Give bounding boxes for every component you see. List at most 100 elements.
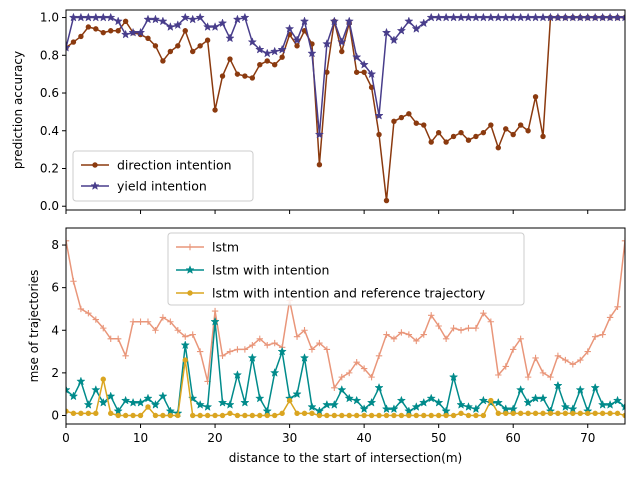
data-point-lstm (390, 335, 398, 342)
data-point-lstm-with-intention-and-reference-trajectory (294, 410, 300, 417)
data-point-lstm-with-intention (83, 399, 94, 409)
data-point-direction-intention (70, 39, 77, 45)
data-point-yield-intention (314, 129, 325, 139)
data-point-lstm-with-intention-and-reference-trajectory (488, 397, 494, 404)
legend-item-lstm-with-intention-and-reference-trajectory: lstm with intention and reference trajec… (176, 286, 486, 301)
accuracy-y-axis-label: prediction accuracy (11, 51, 25, 169)
x-tick-label: 60 (506, 431, 521, 445)
data-point-direction-intention (227, 56, 233, 62)
data-point-lstm (66, 237, 70, 244)
data-point-lstm (398, 329, 405, 336)
data-point-lstm-with-intention (307, 402, 317, 411)
y-tick-label: 0.0 (40, 199, 59, 213)
x-tick-label: 20 (207, 431, 222, 445)
data-point-lstm (241, 346, 249, 353)
data-point-lstm-with-intention-and-reference-trajectory (324, 412, 330, 419)
data-point-direction-intention (495, 145, 501, 151)
data-point-direction-intention (294, 43, 300, 49)
data-point-lstm-with-intention (448, 372, 459, 382)
data-point-lstm (122, 352, 129, 360)
legend-marker (92, 162, 98, 168)
data-point-lstm-with-intention-and-reference-trajectory (450, 412, 457, 419)
series-line-lstm-with-intention (66, 320, 625, 415)
data-point-lstm-with-intention-and-reference-trajectory (219, 412, 226, 419)
data-point-lstm (144, 318, 152, 325)
series-yield-intention (66, 12, 625, 139)
data-point-lstm-with-intention (433, 397, 444, 407)
data-point-lstm (539, 369, 547, 377)
data-point-direction-intention (242, 73, 248, 79)
data-point-direction-intention (249, 75, 256, 81)
data-point-lstm-with-intention (329, 399, 339, 409)
data-point-lstm-with-intention (202, 402, 213, 411)
data-point-lstm (413, 337, 420, 345)
data-point-direction-intention (100, 29, 106, 36)
data-point-direction-intention (160, 58, 166, 64)
legend-marker (90, 181, 100, 190)
data-point-lstm (107, 335, 114, 342)
data-point-lstm (375, 352, 383, 360)
data-point-lstm-with-intention (478, 395, 489, 405)
data-point-lstm (77, 305, 85, 313)
data-point-direction-intention (234, 71, 241, 77)
data-point-direction-intention (406, 111, 412, 117)
data-point-lstm (368, 373, 375, 381)
data-point-lstm-with-intention (553, 380, 563, 390)
data-point-lstm-with-intention-and-reference-trajectory (413, 412, 420, 419)
y-tick-label: 0 (51, 408, 59, 422)
accuracy-panel: 0.0 0.2 0.4 0.6 0.8 1.0 prediction accuracy d… (11, 9, 626, 214)
data-point-yield-intention (180, 12, 190, 22)
data-point-lstm (614, 303, 621, 311)
data-point-lstm-with-intention-and-reference-trajectory (480, 412, 487, 419)
data-point-lstm-with-intention-and-reference-trajectory (130, 412, 136, 419)
data-point-lstm (92, 316, 100, 323)
data-point-direction-intention (421, 122, 427, 128)
data-point-yield-intention (389, 35, 399, 45)
data-point-lstm (435, 322, 442, 330)
data-point-direction-intention (480, 129, 487, 136)
data-point-lstm (249, 341, 256, 349)
data-point-lstm-with-intention (195, 399, 205, 409)
data-point-lstm-with-intention-and-reference-trajectory (547, 410, 554, 417)
mse-panel: 0 2 4 6 8 0 10 20 30 40 50 60 70 mse of trajectorie… (27, 227, 626, 465)
data-point-lstm-with-intention-and-reference-trajectory (570, 410, 576, 417)
x-tick-label: 50 (431, 431, 446, 445)
y-tick-label: 1.0 (40, 11, 59, 25)
data-point-lstm-with-intention-and-reference-trajectory (346, 412, 352, 419)
data-point-lstm-with-intention (620, 402, 625, 411)
data-point-yield-intention (545, 12, 556, 22)
data-point-yield-intention (150, 14, 161, 24)
data-point-lstm (584, 348, 591, 355)
data-point-lstm (308, 346, 316, 353)
data-point-direction-intention (108, 28, 114, 34)
data-point-lstm-with-intention-and-reference-trajectory (115, 412, 121, 419)
data-point-lstm (517, 335, 524, 342)
data-point-lstm-with-intention (240, 397, 250, 407)
data-point-lstm-with-intention (210, 316, 220, 326)
data-point-lstm-with-intention-and-reference-trajectory (301, 410, 308, 417)
data-point-lstm-with-intention (411, 402, 421, 411)
data-point-lstm-with-intention-and-reference-trajectory (599, 410, 606, 417)
data-point-direction-intention (122, 18, 129, 25)
data-point-lstm (70, 278, 77, 285)
data-point-lstm-with-intention-and-reference-trajectory (353, 412, 360, 419)
data-point-lstm (264, 341, 271, 349)
legend-item-lstm: lstm (176, 240, 239, 255)
data-point-lstm-with-intention (456, 399, 466, 409)
data-point-lstm-with-intention-and-reference-trajectory (406, 412, 412, 419)
data-point-lstm-with-intention (337, 384, 347, 394)
data-point-yield-intention (173, 20, 183, 30)
data-point-yield-intention (612, 12, 623, 22)
mse-axes-frame (65, 227, 626, 425)
x-tick-label: 0 (62, 431, 70, 445)
data-point-lstm-with-intention-and-reference-trajectory (368, 412, 375, 419)
data-point-lstm-with-intention-and-reference-trajectory (100, 376, 106, 382)
data-point-lstm-with-intention-and-reference-trajectory (316, 412, 323, 419)
mse-x-ticks: 0 10 20 30 40 50 60 70 (62, 424, 595, 445)
data-point-direction-intention (167, 48, 174, 55)
data-point-lstm-with-intention (374, 382, 384, 392)
data-point-lstm-with-intention (270, 367, 280, 377)
legend-item-yield-intention: yield intention (81, 179, 207, 194)
data-point-lstm (316, 339, 323, 347)
data-point-lstm (442, 335, 450, 342)
